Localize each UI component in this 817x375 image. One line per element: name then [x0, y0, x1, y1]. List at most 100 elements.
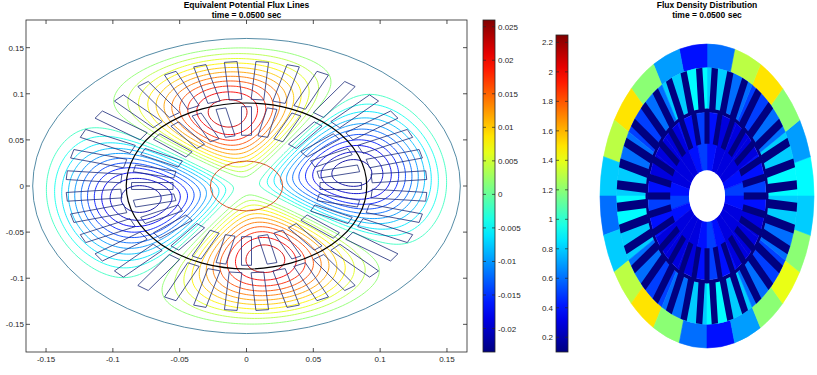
colorbar-tick [556, 219, 559, 220]
rotor-slot [274, 230, 301, 259]
x-tick-label: -0.1 [106, 355, 120, 364]
x-tick [46, 20, 47, 24]
stator-slot [767, 199, 797, 212]
y-tick-label: -0.05 [6, 228, 25, 237]
colorbar-tick-label: 0.005 [498, 157, 519, 166]
stator-slot [619, 158, 649, 178]
rotor-slot [648, 174, 671, 188]
rotor-slot [301, 134, 340, 157]
stator-slot [273, 269, 299, 308]
rotor-slot [192, 113, 219, 142]
stator-slot [66, 171, 122, 183]
stator-slot [224, 62, 241, 100]
colorbar-tick [492, 194, 495, 195]
stator-slot [624, 138, 653, 164]
stator-slot [80, 219, 135, 243]
rotor-slot [713, 113, 723, 146]
stator-slot [346, 111, 398, 140]
stator-slot [165, 263, 200, 301]
stator-slot [346, 232, 398, 261]
flux-line [208, 100, 285, 273]
stator-slot [194, 269, 220, 308]
stator-slot [194, 65, 220, 104]
rotor-slot [141, 205, 183, 224]
rotor-slot [704, 248, 709, 280]
rotor-slot [216, 108, 235, 137]
colorbar-tick [556, 307, 559, 308]
stator-slot [294, 71, 329, 109]
stator-slot [730, 78, 748, 120]
colorbar-tick-label: -0.01 [498, 257, 517, 266]
y-tick [26, 47, 30, 48]
colorbar-tick-label: 0.015 [498, 90, 519, 99]
air-gap [126, 103, 367, 269]
stator-slot [114, 244, 162, 277]
rotor-slot [132, 183, 173, 190]
rotor-slot [317, 165, 360, 178]
stator-slot [80, 129, 135, 153]
geometry-outlines [33, 38, 461, 333]
colorbar-tick [556, 160, 559, 161]
colorbar-tick [483, 227, 486, 228]
y-tick-label: 0.15 [8, 44, 24, 53]
chart-subtitle: time = 0.0500 sec [212, 10, 282, 20]
colorbar-tick [483, 194, 486, 195]
flux-line [164, 72, 329, 300]
y-tick [463, 47, 467, 48]
stator-slot [358, 129, 413, 153]
colorbar-tick [556, 130, 559, 131]
rotor-slot [258, 108, 277, 137]
colorbar-tick [565, 71, 568, 72]
rotor-slot [691, 246, 701, 279]
x-tick [46, 348, 47, 352]
colorbar-tick [492, 227, 495, 228]
flux-line [114, 48, 380, 324]
flux-line [180, 81, 314, 291]
colorbar-tick-label: 1 [549, 215, 554, 224]
rotor-slot [652, 156, 675, 176]
rotor-slot [739, 215, 762, 235]
colorbar-tick [556, 189, 559, 190]
machine-geometry [33, 38, 461, 333]
colorbar-tick [556, 248, 559, 249]
x-tick [179, 348, 180, 352]
colorbar-tick [556, 337, 559, 338]
stator-slot [251, 62, 268, 100]
y-tick-label: -0.1 [10, 274, 24, 283]
colorbar-tick [492, 261, 495, 262]
x-tick-label: 0 [244, 355, 249, 364]
contour-lines [46, 48, 446, 324]
stator-slot [709, 68, 718, 110]
colorbar-tick-label: 0.6 [542, 274, 554, 283]
colorbar-tick [556, 42, 559, 43]
x-tick [313, 20, 314, 24]
colorbar-tick-label: 0.2 [542, 333, 554, 342]
colorbar [556, 35, 568, 352]
colorbar-tick [565, 42, 568, 43]
stator-slot [761, 228, 790, 254]
flux-line [121, 160, 372, 213]
x-tick-label: 0.1 [375, 355, 387, 364]
stator-slot [95, 111, 147, 140]
stator-slot [720, 278, 734, 321]
rotor-slot [171, 122, 205, 149]
colorbar-tick-label: 1.4 [542, 156, 554, 165]
colorbar-tick-label: 0.01 [498, 123, 514, 132]
x-tick [446, 348, 447, 352]
stator-slot [251, 272, 268, 310]
stator-slot [331, 95, 379, 128]
colorbar-tick [556, 278, 559, 279]
plot-area [33, 38, 461, 333]
colorbar-tick [483, 160, 486, 161]
colorbar [483, 20, 495, 352]
colorbar-tick-label: 2 [549, 68, 554, 77]
plot-background [26, 20, 467, 352]
rotor-slot [258, 235, 277, 264]
flux-line [94, 140, 398, 232]
colorbar-tick-label: -0.005 [498, 224, 521, 233]
x-tick [313, 348, 314, 352]
colorbar-tick-label: 1.2 [542, 186, 554, 195]
stator-slot [138, 82, 180, 118]
colorbar-tick [565, 130, 568, 131]
y-tick [463, 93, 467, 94]
